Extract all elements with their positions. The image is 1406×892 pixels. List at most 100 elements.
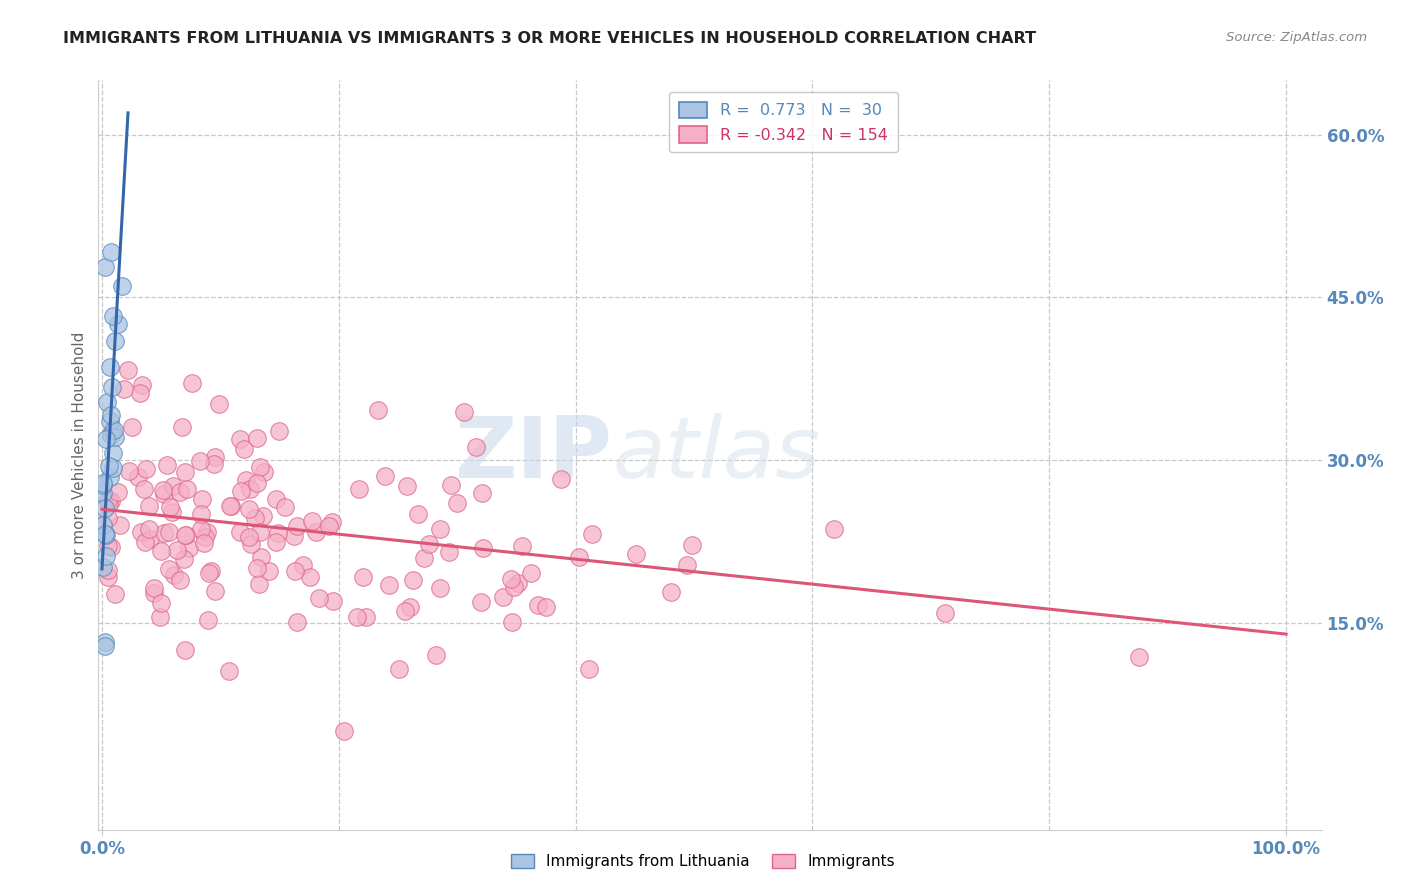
Point <box>157 524 180 539</box>
Point <box>138 499 160 513</box>
Point <box>367 403 389 417</box>
Point <box>176 483 198 497</box>
Point <box>246 431 269 445</box>
Point <box>934 606 956 620</box>
Point <box>398 599 420 614</box>
Y-axis label: 3 or more Vehicles in Household: 3 or more Vehicles in Household <box>72 331 87 579</box>
Point <box>388 662 411 676</box>
Point <box>98 359 121 374</box>
Point <box>202 457 225 471</box>
Point <box>160 506 183 520</box>
Point <box>492 590 515 604</box>
Point <box>112 382 135 396</box>
Point <box>150 596 173 610</box>
Point <box>101 446 124 460</box>
Text: ZIP: ZIP <box>454 413 612 497</box>
Point <box>131 524 153 539</box>
Point <box>94 549 117 563</box>
Point <box>301 514 323 528</box>
Point <box>100 540 122 554</box>
Point <box>352 570 374 584</box>
Point <box>134 535 156 549</box>
Point <box>101 460 124 475</box>
Point <box>91 478 114 492</box>
Point <box>228 524 250 539</box>
Point <box>503 580 526 594</box>
Point <box>169 485 191 500</box>
Point <box>534 599 557 614</box>
Point <box>117 363 139 377</box>
Point <box>100 424 122 438</box>
Point <box>578 662 600 676</box>
Point <box>132 482 155 496</box>
Point <box>413 550 436 565</box>
Point <box>188 454 211 468</box>
Point <box>170 420 193 434</box>
Point <box>162 479 184 493</box>
Point <box>139 532 162 546</box>
Point <box>191 492 214 507</box>
Point <box>246 475 269 490</box>
Point <box>94 635 117 649</box>
Point <box>249 459 271 474</box>
Point <box>118 464 141 478</box>
Point <box>91 486 114 500</box>
Point <box>96 395 118 409</box>
Point <box>284 565 307 579</box>
Point <box>107 485 129 500</box>
Point <box>471 485 494 500</box>
Point <box>285 518 308 533</box>
Point <box>395 479 418 493</box>
Point <box>287 615 309 629</box>
Point <box>464 440 486 454</box>
Point <box>252 508 274 523</box>
Point <box>499 572 522 586</box>
Point <box>94 528 117 542</box>
Point <box>418 537 440 551</box>
Point <box>100 409 122 423</box>
Point <box>97 539 120 553</box>
Point <box>156 458 179 473</box>
Point <box>152 525 174 540</box>
Point <box>190 522 212 536</box>
Point <box>153 487 176 501</box>
Point <box>246 561 269 575</box>
Point <box>97 493 120 508</box>
Point <box>681 538 703 552</box>
Point <box>98 495 121 509</box>
Point <box>204 450 226 464</box>
Point <box>103 587 125 601</box>
Point <box>402 573 425 587</box>
Point <box>624 547 647 561</box>
Point <box>110 279 132 293</box>
Legend: R =  0.773   N =  30, R = -0.342   N = 154: R = 0.773 N = 30, R = -0.342 N = 154 <box>669 92 897 153</box>
Point <box>219 500 242 514</box>
Point <box>91 560 114 574</box>
Point <box>239 482 262 496</box>
Point <box>174 642 197 657</box>
Point <box>108 517 131 532</box>
Point <box>190 507 212 521</box>
Point <box>245 511 267 525</box>
Point <box>181 376 204 390</box>
Point <box>107 317 129 331</box>
Point <box>149 610 172 624</box>
Legend: Immigrants from Lithuania, Immigrants: Immigrants from Lithuania, Immigrants <box>505 848 901 875</box>
Point <box>159 500 181 514</box>
Point <box>512 539 534 553</box>
Point <box>169 574 191 588</box>
Point <box>322 594 344 608</box>
Point <box>204 583 226 598</box>
Point <box>97 510 120 524</box>
Point <box>453 404 475 418</box>
Point <box>446 496 468 510</box>
Point <box>94 640 117 654</box>
Point <box>218 664 240 678</box>
Point <box>98 470 121 484</box>
Point <box>425 648 447 662</box>
Point <box>91 475 114 490</box>
Point <box>247 576 270 591</box>
Point <box>101 380 124 394</box>
Point <box>103 423 125 437</box>
Point <box>298 569 321 583</box>
